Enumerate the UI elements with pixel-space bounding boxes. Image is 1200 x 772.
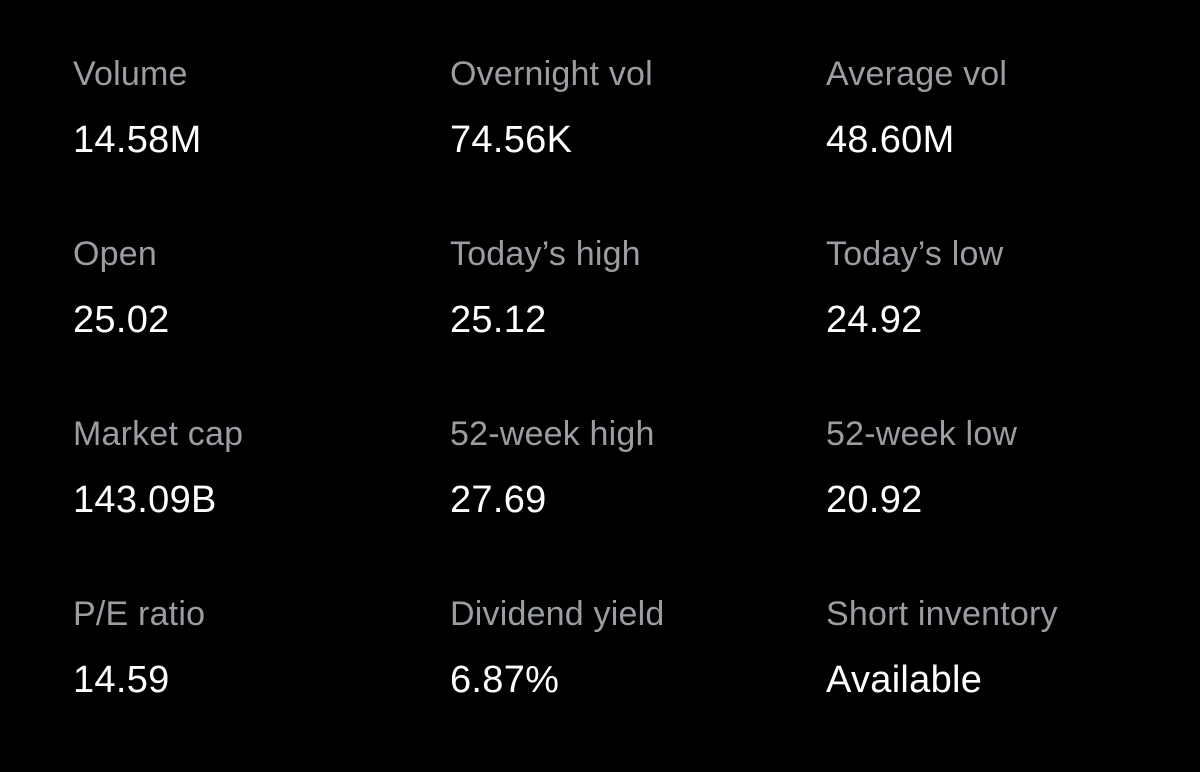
stat-label: Market cap xyxy=(73,415,244,453)
stat-value: 25.02 xyxy=(73,299,170,341)
stat-value: 24.92 xyxy=(826,299,923,341)
stat-label: Dividend yield xyxy=(450,595,665,633)
stat-volume: Volume 14.58M xyxy=(73,52,450,232)
stat-label: Short inventory xyxy=(826,595,1058,633)
stat-52-week-high: 52-week high 27.69 xyxy=(450,412,826,592)
stat-label: P/E ratio xyxy=(73,595,206,633)
stat-label: Average vol xyxy=(826,55,1008,93)
stat-overnight-volume: Overnight vol 74.56K xyxy=(450,52,826,232)
stat-value: 14.58M xyxy=(73,119,202,161)
stat-market-cap: Market cap 143.09B xyxy=(73,412,450,592)
stat-value: 20.92 xyxy=(826,479,923,521)
stat-todays-low: Today’s low 24.92 xyxy=(826,232,1126,412)
stat-todays-high: Today’s high 25.12 xyxy=(450,232,826,412)
stat-label: 52-week low xyxy=(826,415,1018,453)
stat-value: 74.56K xyxy=(450,119,573,161)
stat-52-week-low: 52-week low 20.92 xyxy=(826,412,1126,592)
stat-value: 6.87% xyxy=(450,659,560,701)
stat-label: 52-week high xyxy=(450,415,655,453)
stat-label: Volume xyxy=(73,55,188,93)
stat-label: Overnight vol xyxy=(450,55,653,93)
stat-label: Open xyxy=(73,235,157,273)
stat-value: 27.69 xyxy=(450,479,547,521)
stat-value: 25.12 xyxy=(450,299,547,341)
stat-short-inventory: Short inventory Available xyxy=(826,592,1126,772)
stat-value: 143.09B xyxy=(73,479,217,521)
stat-value: 14.59 xyxy=(73,659,170,701)
stat-label: Today’s high xyxy=(450,235,641,273)
stat-dividend-yield: Dividend yield 6.87% xyxy=(450,592,826,772)
stock-stats-grid: Volume 14.58M Overnight vol 74.56K Avera… xyxy=(73,52,1126,772)
stat-label: Today’s low xyxy=(826,235,1004,273)
stat-value: Available xyxy=(826,659,983,701)
stat-value: 48.60M xyxy=(826,119,955,161)
stat-open: Open 25.02 xyxy=(73,232,450,412)
stat-average-volume: Average vol 48.60M xyxy=(826,52,1126,232)
stat-pe-ratio: P/E ratio 14.59 xyxy=(73,592,450,772)
